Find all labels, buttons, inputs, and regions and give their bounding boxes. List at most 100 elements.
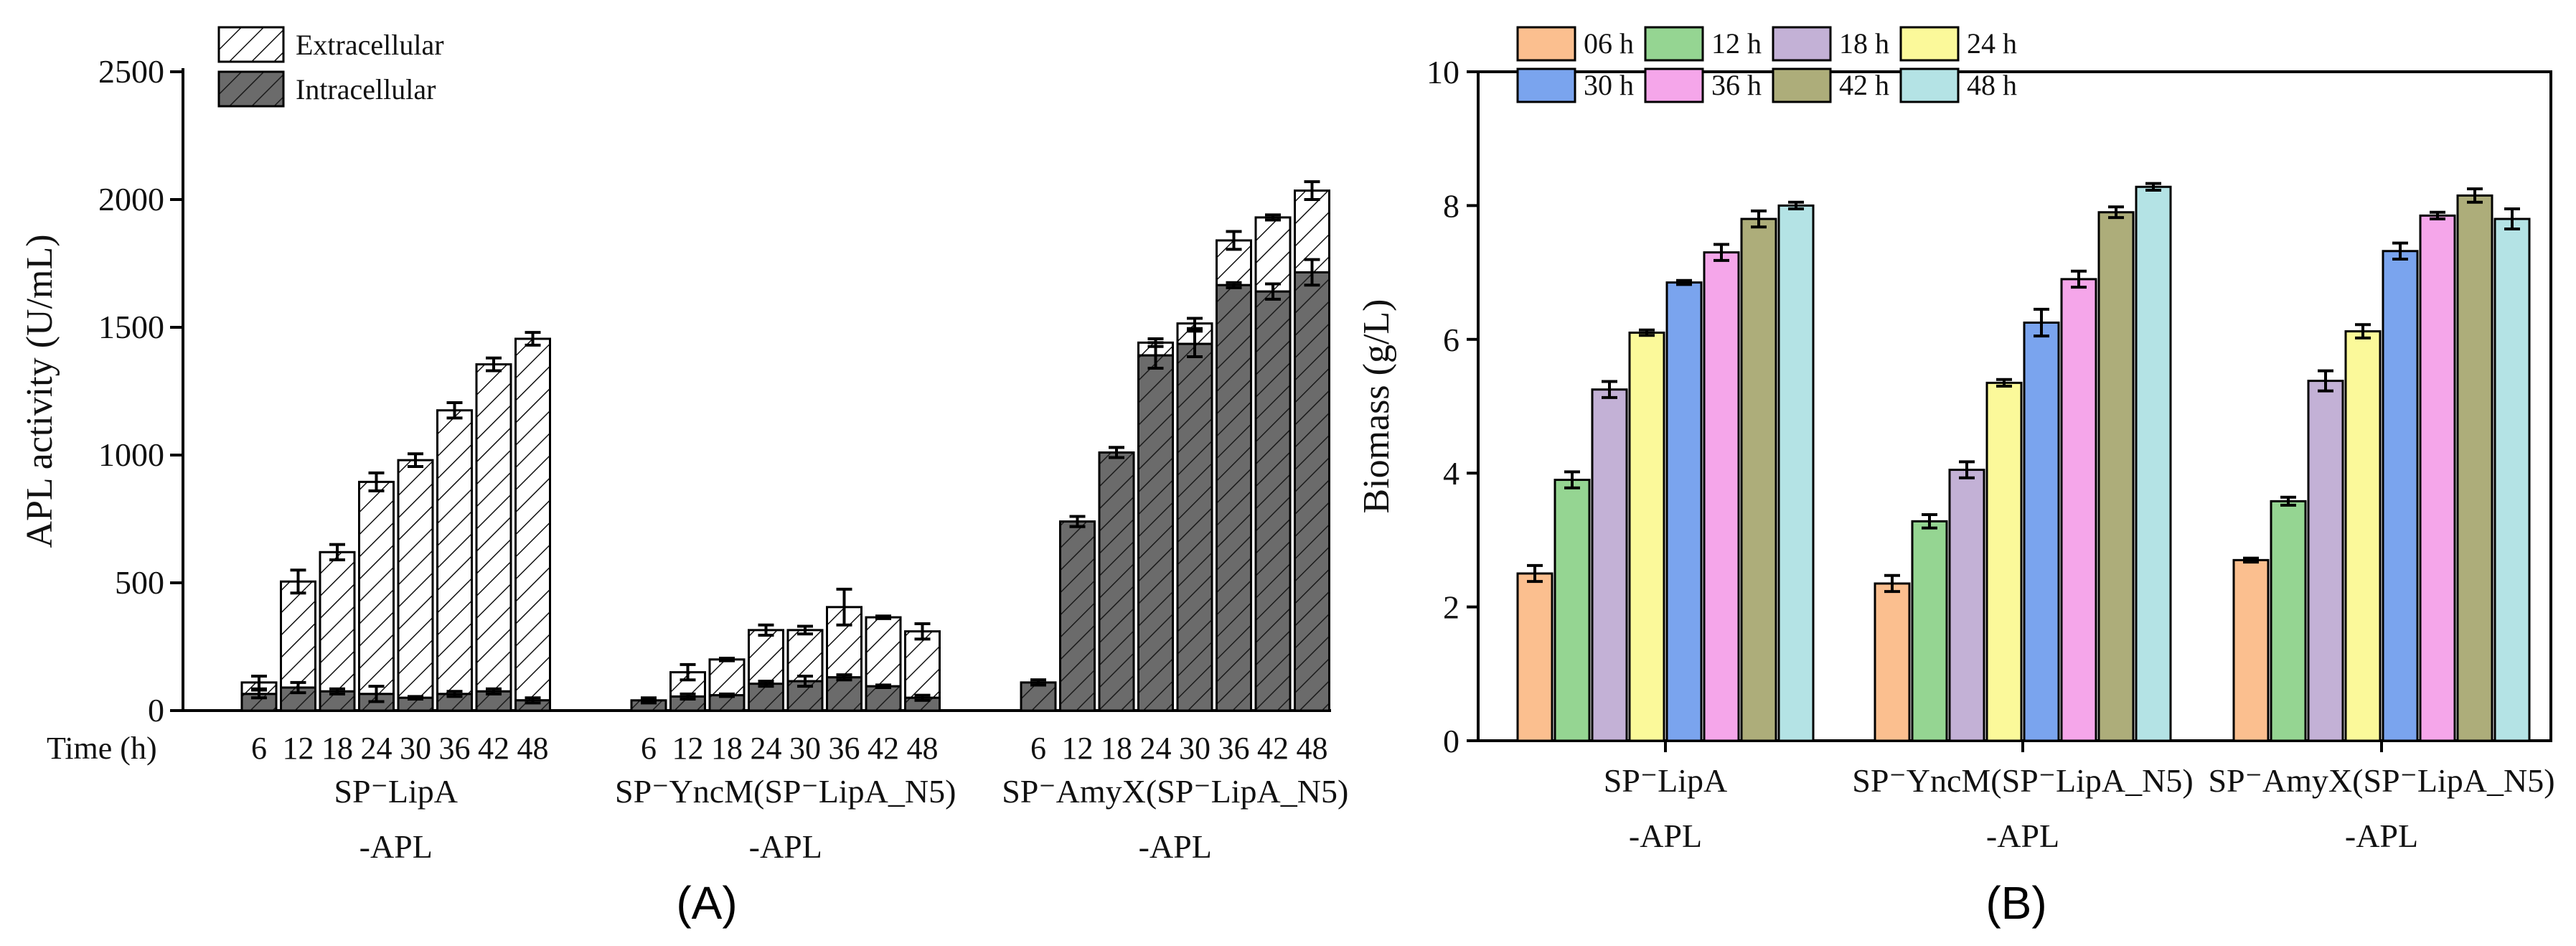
error-bar-total [1187,317,1203,330]
error-bar-total [368,471,385,492]
error-bar [1751,209,1767,229]
y-tick-label: 6 [1443,322,1459,358]
error-bar-intracellular [641,697,657,703]
error-bar-total [329,543,345,561]
bar-intracellular [1216,284,1252,712]
legend-swatch [1516,26,1576,62]
y-tick-label: 500 [115,564,164,601]
error-bar-total [486,356,502,373]
x-tick-label-time: 48 [907,731,939,766]
error-bar [1527,563,1543,584]
error-bar-intracellular [836,673,852,682]
bar-intracellular [1020,681,1057,712]
y-tick-label: 2 [1443,589,1459,626]
group-label-line1: SP⁻YncM(SP⁻LipA_N5) [1852,762,2193,799]
bar-group-2 [1874,182,2172,742]
y-tick-label: 2000 [98,181,164,217]
bar-extracellular [748,629,784,685]
error-bar-total [875,614,891,620]
error-bar-total [758,623,774,637]
error-bar [1788,200,1804,211]
bar-24h [1628,331,1665,742]
error-bar-total [797,624,813,636]
error-bar-intracellular [914,693,931,702]
group-label-line2: -APL [1986,818,2059,854]
error-bar-intracellular [486,687,502,696]
error-bar-intracellular [1187,329,1203,358]
bar-intracellular [1059,520,1096,712]
error-bar-intracellular [251,688,267,700]
error-bar-total [525,331,541,347]
bar-06h [1516,572,1553,742]
panel-a-activity-chart: 0 500 1000 1500 2000 2500 APL activity (U/mL) T… [19,26,1348,929]
bar-48h [2493,217,2531,742]
y-tick-label: 8 [1443,187,1459,224]
legend-swatch [1644,26,1704,62]
bar-extracellular [436,409,473,696]
x-tick-label-time: 18 [1101,731,1132,766]
group-label-line1: SP⁻LipA [334,773,458,810]
bar-30h [2382,250,2419,742]
bar-group-3 [2232,187,2531,742]
error-bar [2145,182,2161,192]
error-bar-intracellular [368,685,385,703]
error-bar [2108,205,2124,220]
bar-48h [1777,204,1815,742]
legend-label: 42 h [1839,69,1889,101]
error-bar [1996,378,2012,388]
error-bar [2504,207,2520,231]
group-label-line2: -APL [1139,828,1212,865]
x-tick-label-time: 36 [439,731,471,766]
panel-label-a: (A) [676,877,737,929]
error-bar [1602,380,1617,399]
error-bar [2034,307,2049,338]
bar-group-3: 6 12 18 24 30 36 42 48 [1020,180,1330,766]
bar-extracellular [1254,216,1292,293]
bar-24h [2344,330,2382,742]
legend-label: Intracellular [296,73,436,106]
error-bar-total [1304,180,1320,201]
bar-group-1: 6 12 18 24 30 36 42 48 [240,331,551,766]
y-tick-label: 2500 [98,53,164,90]
x-tick-label-time: 6 [1030,731,1046,766]
x-tick-label-time: 48 [1297,731,1328,766]
legend-swatch [1899,67,1960,103]
error-bar-total [1226,230,1242,251]
x-tick-label-time: 24 [1140,731,1172,766]
x-tick-label-time: 6 [641,731,657,766]
bar-extracellular [865,616,902,688]
bar-intracellular [826,676,862,712]
bar-intracellular [1254,290,1292,712]
x-tick-label-time: 30 [789,731,821,766]
panel-label-b: (B) [1985,877,2046,929]
bar-intracellular [1098,451,1135,712]
error-bar-total [914,622,931,641]
bar-18h [1591,388,1628,742]
group-label-line2: -APL [1629,818,1702,854]
bar-extracellular [514,337,551,702]
error-bar [2430,210,2445,221]
x-tick-label-time: 12 [283,731,314,766]
legend: Extracellular Intracellular [217,26,444,108]
bar-18h [1948,469,1985,742]
error-bar-intracellular [1069,515,1086,528]
y-tick-label: 0 [148,692,164,729]
y-tick-label: 0 [1443,723,1459,759]
bar-42h [2097,211,2135,742]
legend-label: 24 h [1967,27,2017,60]
x-tick-label-time: 18 [321,731,353,766]
error-bar-total [719,657,735,662]
group-label-line2: -APL [359,828,433,865]
bar-36h [1703,251,1740,742]
x-tick-label-time: 36 [1218,731,1250,766]
bar-extracellular [786,629,824,683]
bar-48h [2135,185,2172,742]
error-bar [1884,573,1900,594]
bar-42h [2456,194,2493,742]
y-axis-title: Biomass (g/L) [1356,299,1397,514]
x-tick-label-time: 24 [751,731,782,766]
error-bar-intracellular [719,692,735,698]
error-bar-intracellular [1304,258,1320,287]
x-tick-label-time: 42 [478,731,509,766]
bar-12h [1911,520,1948,742]
